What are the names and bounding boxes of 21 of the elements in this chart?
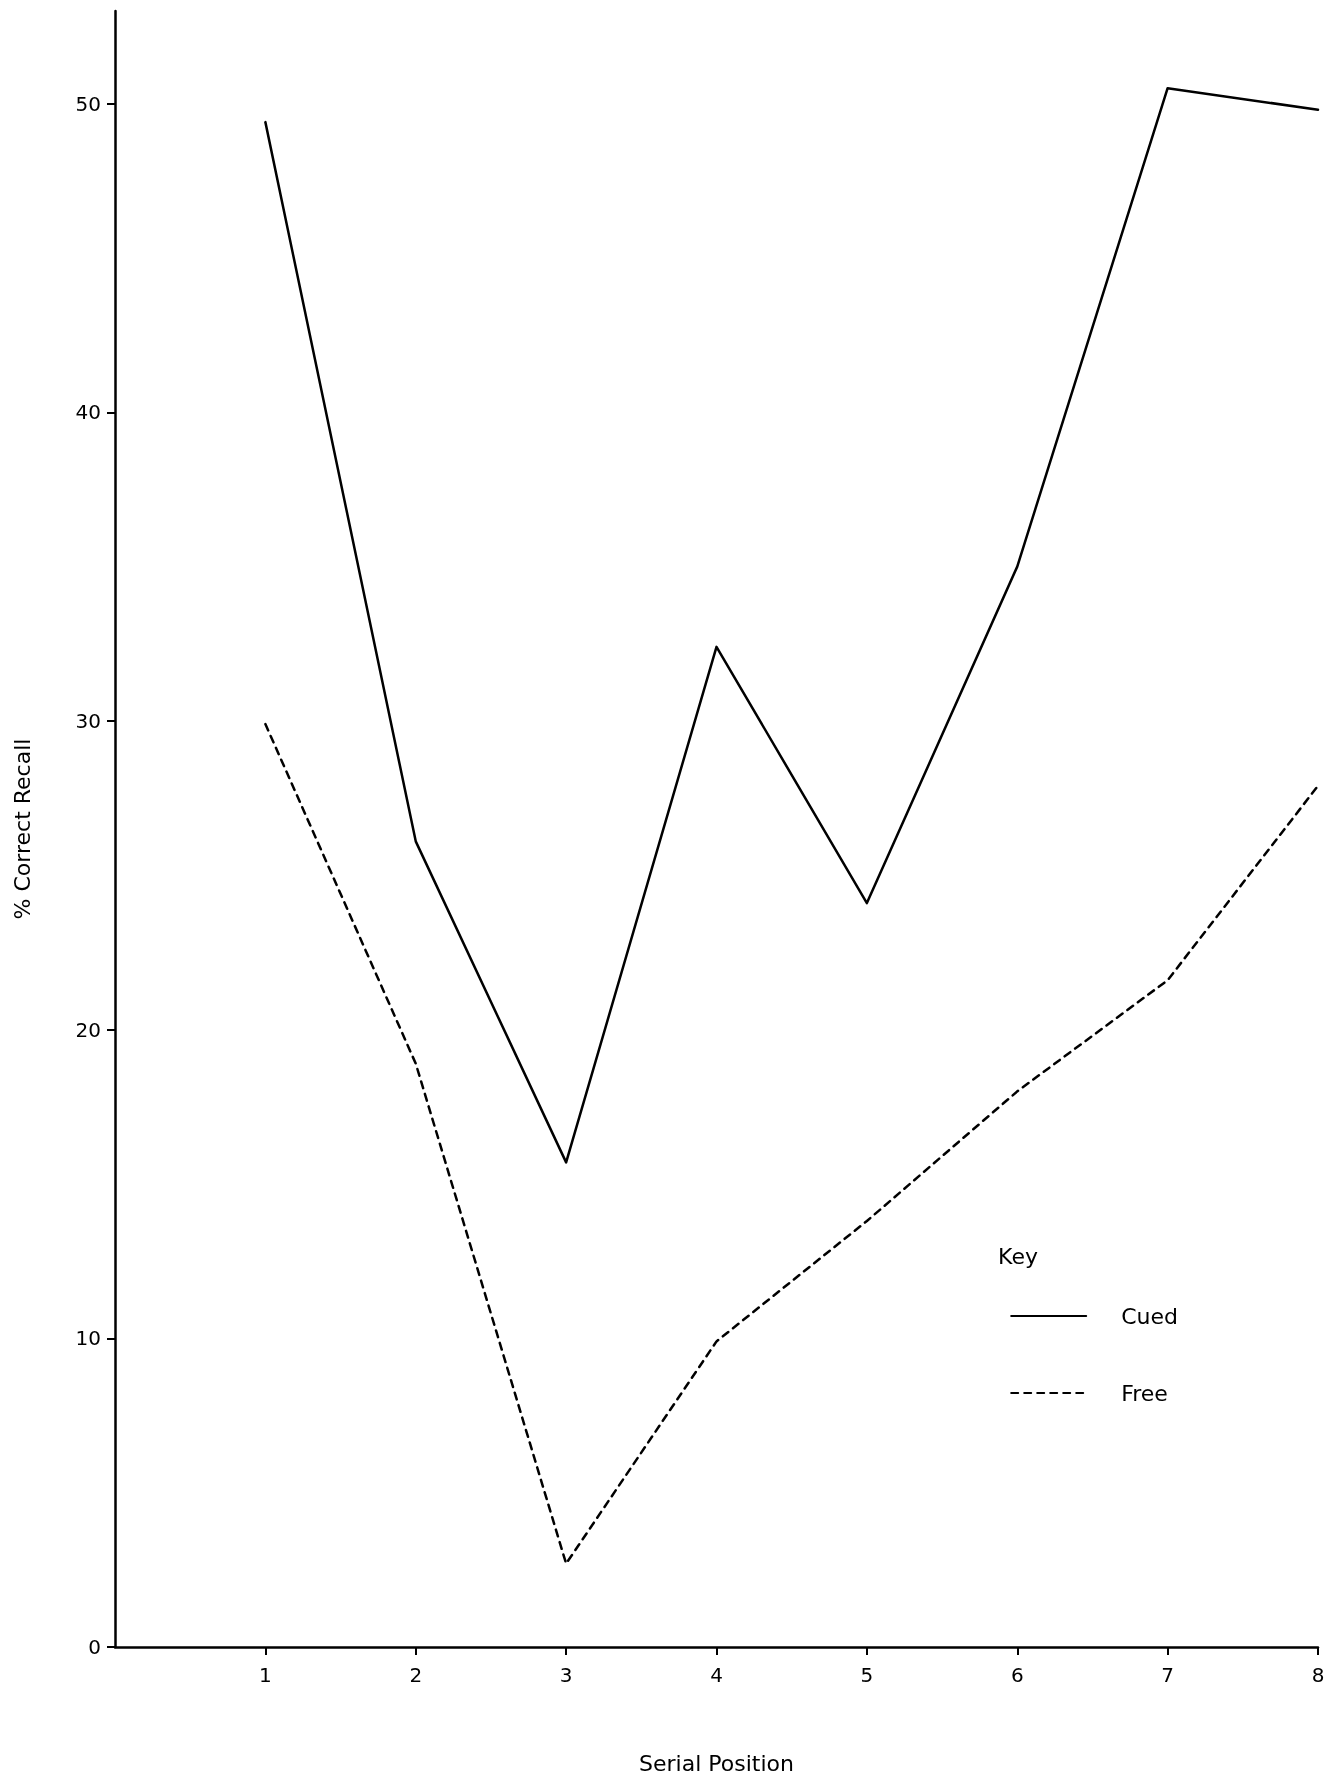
y-tick-label: 0 bbox=[88, 1635, 101, 1659]
legend-title: Key bbox=[998, 1243, 1038, 1269]
x-tick-label: 7 bbox=[1161, 1663, 1174, 1687]
legend-label: Cued bbox=[1121, 1303, 1179, 1329]
y-tick-label: 30 bbox=[75, 708, 101, 733]
line-series bbox=[264, 722, 1320, 1565]
y-tick-label: 20 bbox=[75, 1017, 101, 1042]
y-axis-title: % Correct Recall bbox=[9, 738, 35, 920]
x-axis-title: Serial Position bbox=[639, 1750, 794, 1776]
y-tick-label: 10 bbox=[75, 1326, 101, 1351]
x-tick-label: 1 bbox=[259, 1663, 272, 1687]
x-tick-label: 6 bbox=[1010, 1663, 1024, 1687]
y-tick-label: 40 bbox=[75, 400, 101, 425]
y-tick-label: 50 bbox=[75, 91, 101, 116]
x-tick-label: 2 bbox=[409, 1663, 423, 1687]
x-tick-label: 3 bbox=[559, 1663, 573, 1687]
x-tick-label: 4 bbox=[710, 1663, 723, 1687]
line-series bbox=[264, 86, 1320, 1164]
x-tick-label: 5 bbox=[860, 1663, 874, 1687]
legend-label: Free bbox=[1121, 1380, 1168, 1406]
x-tick-label: 8 bbox=[1311, 1663, 1325, 1687]
